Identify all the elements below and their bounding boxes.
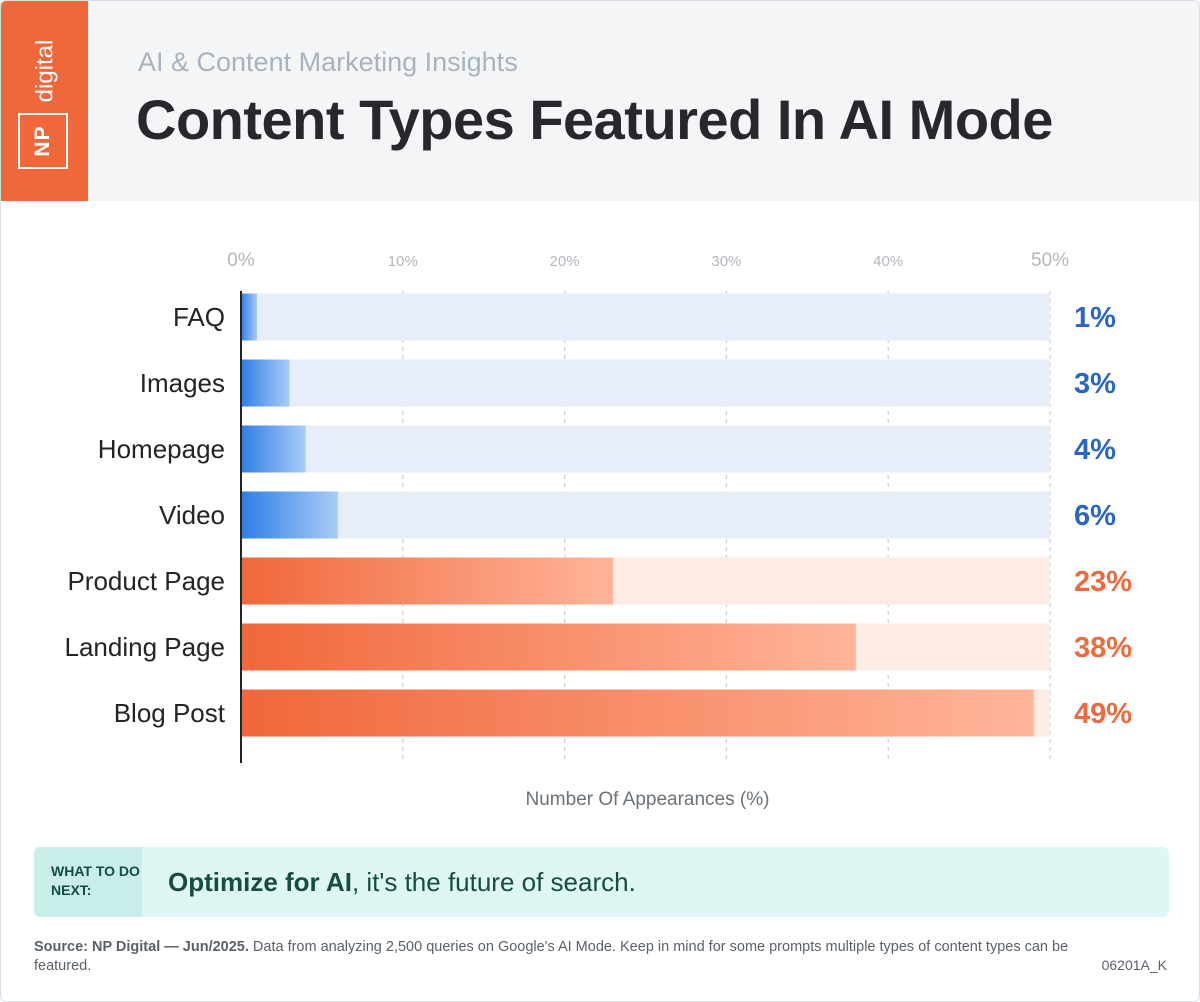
value-label: 3% <box>1074 368 1116 400</box>
bar-blog-post <box>241 689 1034 737</box>
bar-faq <box>241 293 258 341</box>
infographic-code: 06201A_K <box>1101 957 1167 973</box>
source-note: Source: NP Digital — Jun/2025. Data from… <box>34 938 1074 976</box>
category-label: Blog Post <box>114 698 226 728</box>
bar-track <box>241 491 1050 539</box>
bar-track <box>241 293 1050 341</box>
bar-video <box>241 491 339 539</box>
x-tick-label: 0% <box>227 250 255 271</box>
category-label: Homepage <box>98 434 225 464</box>
bar-track <box>241 359 1050 407</box>
callout-text: Optimize for AI, it's the future of sear… <box>168 867 636 898</box>
value-label: 4% <box>1074 434 1116 466</box>
logo-np-text: NP <box>31 125 54 157</box>
bar-landing-page <box>241 623 856 671</box>
bar-product-page <box>241 557 614 605</box>
logo-box <box>18 113 68 169</box>
value-label: 38% <box>1074 632 1132 664</box>
x-tick-label: 20% <box>550 253 580 270</box>
category-label: FAQ <box>173 302 225 332</box>
header: digital NP AI & Content Marketing Insigh… <box>1 1 1199 201</box>
x-tick-label: 50% <box>1031 250 1069 271</box>
logo-digital-text: digital <box>31 39 58 103</box>
value-label: 1% <box>1074 302 1116 334</box>
x-axis-title: Number Of Appearances (%) <box>526 789 770 810</box>
page-title: Content Types Featured In AI Mode <box>136 88 1053 151</box>
x-tick-label: 40% <box>873 253 903 270</box>
category-label: Product Page <box>67 566 225 596</box>
bar-chart: 0% 10% 20% 30% 40% 50% FAQ 1% Images 3% Homepage 4%… <box>65 250 1133 810</box>
callout-rest: , it's the future of search. <box>351 867 636 897</box>
x-tick-label: 10% <box>388 253 418 270</box>
callout-bold: Optimize for AI <box>168 867 352 897</box>
value-label: 6% <box>1074 500 1116 532</box>
source-text: Data from analyzing 2,500 queries on Goo… <box>34 939 1069 974</box>
bar-images <box>241 359 290 407</box>
bar-track <box>241 425 1050 473</box>
page-subtitle: AI & Content Marketing Insights <box>138 47 518 77</box>
category-label: Images <box>140 368 225 398</box>
category-label: Video <box>159 500 225 530</box>
category-label: Landing Page <box>65 632 225 662</box>
np-digital-logo: digital NP <box>1 1 88 201</box>
value-label: 49% <box>1074 698 1132 730</box>
callout-tag: WHAT TO DO NEXT: <box>34 847 142 917</box>
what-to-do-next-callout: WHAT TO DO NEXT: Optimize for AI, it's t… <box>34 847 1169 917</box>
x-tick-label: 30% <box>711 253 741 270</box>
value-label: 23% <box>1074 566 1132 598</box>
source-bold: Source: NP Digital — Jun/2025. <box>34 939 249 955</box>
bar-homepage <box>241 425 306 473</box>
